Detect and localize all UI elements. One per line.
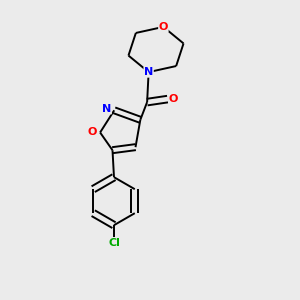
Text: N: N xyxy=(102,104,111,114)
Text: Cl: Cl xyxy=(108,238,120,248)
Text: O: O xyxy=(169,94,178,104)
Text: O: O xyxy=(159,22,168,32)
Text: N: N xyxy=(144,67,153,77)
Text: O: O xyxy=(88,128,97,137)
